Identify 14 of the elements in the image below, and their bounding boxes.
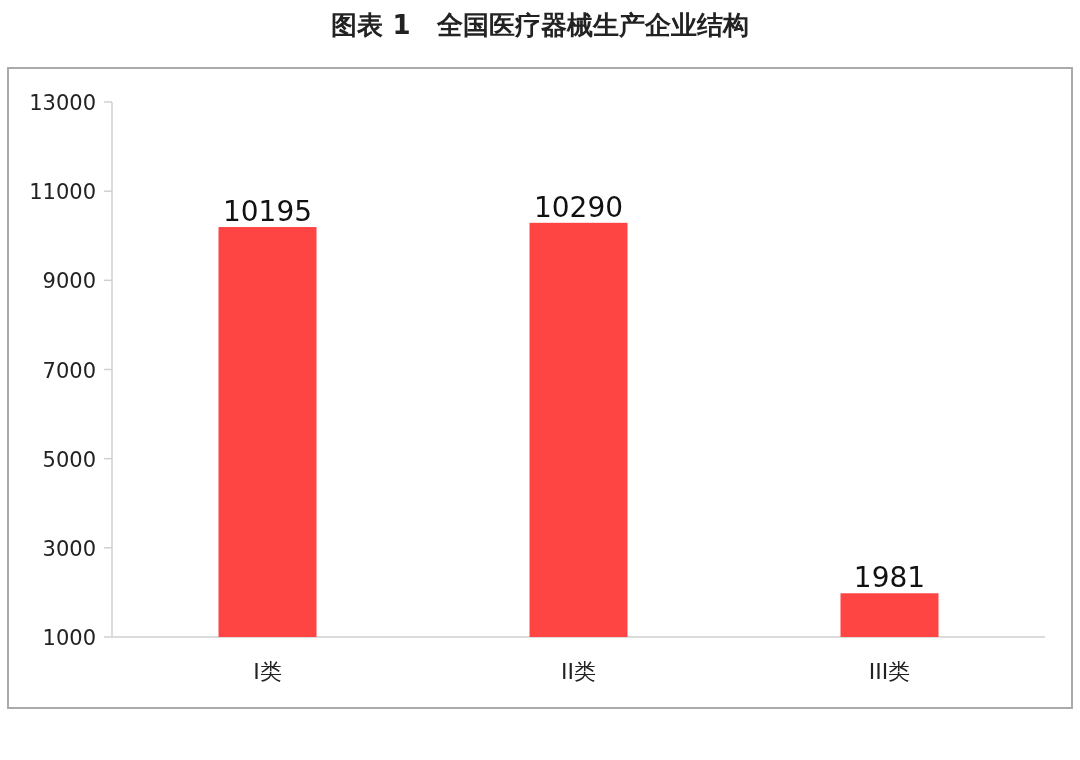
- x-tick-label: II类: [561, 659, 596, 684]
- y-tick-label: 5000: [42, 447, 96, 472]
- x-tick-label: I类: [253, 659, 282, 684]
- data-label: 10290: [533, 190, 624, 224]
- data-label: 10195: [222, 195, 313, 229]
- x-tick-label: III类: [868, 659, 911, 684]
- title: 图表 1 全国医疗器械生产企业结构: [331, 10, 749, 40]
- y-tick-label: 13000: [29, 91, 96, 115]
- y-tick-label: 9000: [42, 269, 96, 294]
- y-tick-label: 11000: [29, 180, 96, 205]
- y-tick-label: 3000: [42, 536, 96, 561]
- data-label: 1981: [853, 561, 926, 595]
- y-tick-label: 7000: [42, 358, 96, 383]
- y-tick-label: 1000: [42, 626, 96, 650]
